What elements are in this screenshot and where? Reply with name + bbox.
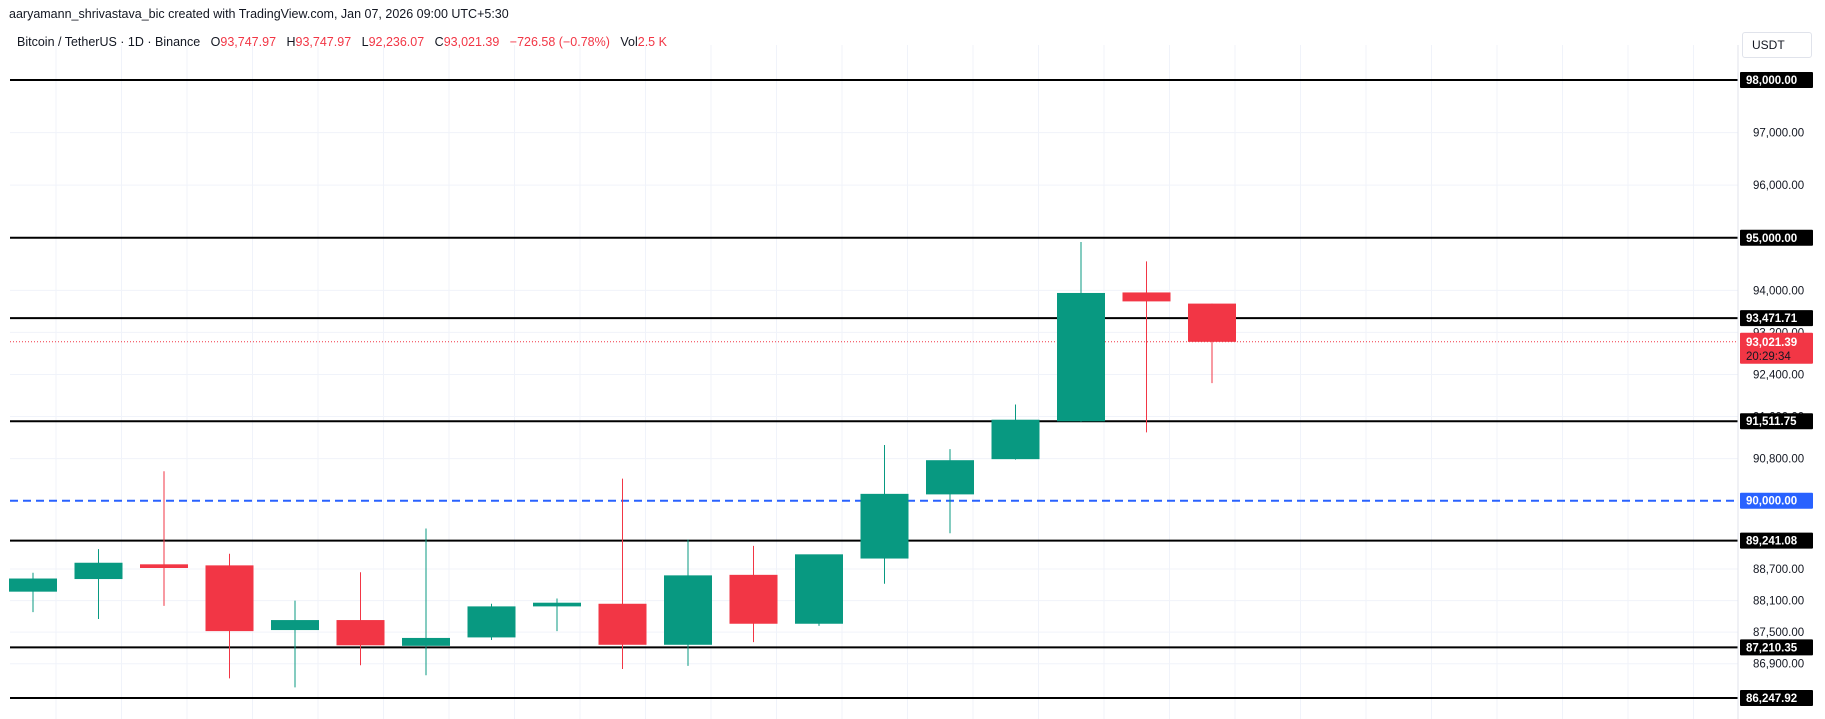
level-label-bg	[1740, 413, 1813, 430]
y-tick-label: 90,800.00	[1753, 454, 1804, 466]
level-label-bg	[1740, 690, 1813, 706]
candle-body	[860, 493, 909, 559]
y-tick-label: 97,000.00	[1753, 128, 1804, 140]
level-label-text: 95,000.00	[1746, 233, 1797, 245]
candle-body	[140, 564, 188, 569]
close-value: 93,021.39	[443, 35, 500, 49]
chart-credit: aaryamann_shrivastava_bic created with T…	[9, 7, 509, 21]
candle-bullish	[9, 572, 57, 613]
candle-bearish	[598, 478, 647, 669]
level-label-bg	[1740, 72, 1813, 88]
candle-bullish	[74, 549, 123, 620]
grid-lines	[10, 45, 1738, 719]
close-label: C	[434, 35, 444, 49]
candle-body	[336, 620, 385, 646]
y-tick-label: 86,900.00	[1753, 659, 1804, 671]
candle-bearish	[140, 471, 188, 606]
candle-bullish	[271, 600, 319, 688]
level-label-bg	[1740, 532, 1813, 549]
high-label: H	[286, 35, 296, 49]
candle-bearish	[205, 553, 254, 679]
last-price-value: 93,021.39	[1746, 337, 1797, 349]
candle-body	[926, 460, 974, 495]
level-label: 91,511.75	[1740, 413, 1813, 430]
y-tick-label: 88,700.00	[1753, 564, 1804, 576]
level-label: 87,210.35	[1740, 639, 1813, 656]
vol-label: Vol	[620, 35, 638, 49]
horizontal-levels	[10, 79, 1738, 699]
dashed-level-label: 90,000.00	[1740, 492, 1813, 509]
level-label: 86,247.92	[1740, 690, 1813, 706]
open-label: O	[210, 35, 221, 49]
level-label-text: 98,000.00	[1746, 75, 1797, 87]
candles	[9, 241, 1236, 688]
last-price-label: 93,021.39 20:29:34	[1740, 332, 1813, 364]
candle-bearish	[1122, 261, 1171, 433]
y-tick-label: 92,400.00	[1753, 369, 1804, 381]
candle-bearish	[336, 572, 385, 666]
candle-bullish	[860, 444, 909, 584]
level-label: 95,000.00	[1740, 229, 1813, 246]
y-tick-label: 96,000.00	[1753, 180, 1804, 192]
candle-bullish	[533, 598, 581, 632]
candle-bullish	[467, 603, 516, 641]
candle-body	[74, 562, 123, 580]
level-label-text: 86,247.92	[1746, 693, 1797, 705]
level-label: 98,000.00	[1740, 72, 1813, 88]
candle-body	[664, 575, 712, 645]
level-label: 93,471.71	[1740, 310, 1813, 327]
countdown-timer: 20:29:34	[1746, 351, 1791, 363]
candle-body	[1057, 292, 1105, 422]
symbol-legend: Bitcoin / TetherUS · 1D · Binance O93,74…	[17, 35, 667, 49]
candle-body	[1122, 292, 1171, 302]
candle-bullish	[402, 528, 450, 676]
change-value: −726.58 (−0.78%)	[509, 35, 610, 49]
candle-body	[991, 419, 1040, 460]
y-tick-label: 94,000.00	[1753, 285, 1804, 297]
level-label: 89,241.08	[1740, 532, 1813, 549]
currency-selector[interactable]: USDT	[1742, 32, 1812, 58]
symbol-title[interactable]: Bitcoin / TetherUS · 1D · Binance	[17, 35, 201, 49]
high-value: 93,747.97	[295, 35, 352, 49]
candle-body	[402, 637, 450, 646]
y-tick-label: 87,500.00	[1753, 627, 1804, 639]
candle-body	[598, 603, 647, 645]
candle-bullish	[1057, 241, 1105, 422]
level-label-bg	[1740, 310, 1813, 327]
candle-bearish	[729, 545, 778, 643]
level-label-bg	[1740, 639, 1813, 656]
candle-body	[9, 578, 57, 592]
candle-body	[729, 574, 778, 624]
candle-body	[795, 554, 843, 624]
candle-bullish	[926, 449, 974, 534]
candle-body	[271, 620, 319, 631]
candle-bearish	[1188, 303, 1236, 384]
candle-body	[533, 602, 581, 607]
level-label-text: 87,210.35	[1746, 642, 1798, 654]
candle-body	[205, 565, 254, 632]
low-value: 92,236.07	[368, 35, 425, 49]
candle-bullish	[991, 404, 1040, 460]
level-label-text: 93,471.71	[1746, 313, 1798, 325]
last-price-label-bg	[1740, 332, 1813, 364]
level-label-bg	[1740, 492, 1813, 509]
candle-body	[1188, 303, 1236, 342]
candle-body	[467, 606, 516, 638]
candle-bullish	[664, 539, 712, 666]
price-axis[interactable]: 97,000.0096,000.0094,000.0093,200.0092,4…	[1737, 45, 1813, 719]
y-tick-label: 88,100.00	[1753, 596, 1804, 608]
level-label-text: 90,000.00	[1746, 496, 1797, 508]
low-label: L	[361, 35, 369, 49]
level-label-bg	[1740, 229, 1813, 246]
candle-bullish	[795, 554, 843, 626]
level-label-text: 91,511.75	[1746, 416, 1797, 428]
open-value: 93,747.97	[220, 35, 277, 49]
level-label-text: 89,241.08	[1746, 536, 1798, 548]
